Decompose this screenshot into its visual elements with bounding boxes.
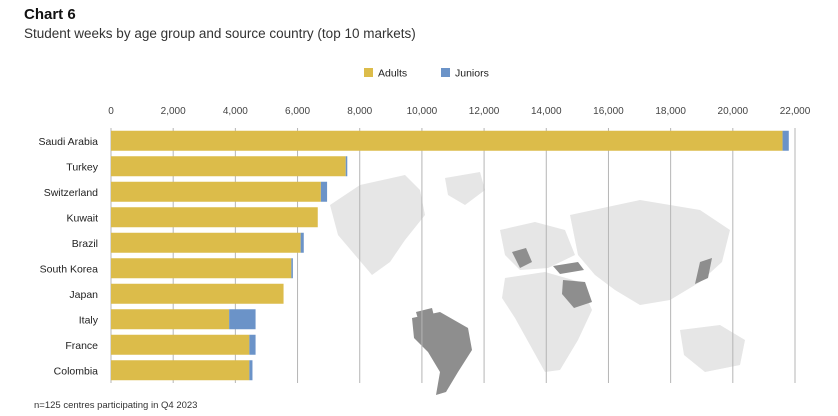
map-south-america xyxy=(412,312,472,395)
bar-adults-italy xyxy=(111,309,230,330)
x-tick-label: 0 xyxy=(108,106,114,117)
bar-adults-france xyxy=(111,334,250,355)
map-asia xyxy=(570,200,730,305)
legend-swatch-adults xyxy=(364,68,373,77)
map-highlight-colombia xyxy=(416,308,436,326)
bar-adults-saudi-arabia xyxy=(111,130,783,151)
map-australia xyxy=(680,325,745,372)
map-highlight-japan xyxy=(695,258,712,284)
category-label: Colombia xyxy=(54,365,99,377)
category-label: Turkey xyxy=(66,161,98,173)
x-tick-label: 22,000 xyxy=(780,106,811,117)
category-label: Italy xyxy=(79,314,99,326)
x-tick-label: 2,000 xyxy=(161,106,186,117)
bar-adults-turkey xyxy=(111,156,346,177)
map-greenland xyxy=(445,172,485,205)
bar-adults-brazil xyxy=(111,232,301,253)
bars xyxy=(111,130,789,381)
legend-label-adults: Adults xyxy=(378,68,407,80)
legend: Adults Juniors xyxy=(364,68,489,80)
chart-subtitle: Student weeks by age group and source co… xyxy=(24,26,416,41)
x-tick-label: 8,000 xyxy=(347,106,372,117)
bar-juniors-brazil xyxy=(300,232,304,253)
x-tick-label: 12,000 xyxy=(469,106,500,117)
map-europe xyxy=(500,222,575,270)
footnote: n=125 centres participating in Q4 2023 xyxy=(34,400,198,411)
bar-juniors-saudi-arabia xyxy=(782,130,789,151)
map-highlight-europe xyxy=(512,248,532,268)
world-map-background xyxy=(330,172,745,395)
category-label: Switzerland xyxy=(44,187,98,199)
bar-adults-switzerland xyxy=(111,181,321,202)
x-tick-label: 4,000 xyxy=(223,106,248,117)
x-axis-ticks: 0 2,000 4,000 6,000 8,000 10,000 12,000 14,000 1… xyxy=(108,106,811,117)
bar-juniors-france xyxy=(249,334,256,355)
bar-adults-kuwait xyxy=(111,207,318,228)
legend-swatch-juniors xyxy=(441,68,450,77)
category-label: South Korea xyxy=(40,263,99,275)
bar-juniors-colombia xyxy=(249,360,253,381)
category-label: Kuwait xyxy=(66,212,98,224)
map-highlight-saudi-arabia xyxy=(562,280,592,308)
map-highlight-turkey xyxy=(553,262,584,274)
bar-adults-japan xyxy=(111,283,284,304)
x-tick-label: 10,000 xyxy=(407,106,438,117)
bar-adults-south-korea xyxy=(111,258,292,279)
bar-adults-colombia xyxy=(111,360,250,381)
x-tick-label: 14,000 xyxy=(531,106,562,117)
map-north-america xyxy=(330,175,425,275)
bar-juniors-switzerland xyxy=(320,181,328,202)
category-label: Brazil xyxy=(72,238,98,250)
category-label: France xyxy=(65,340,98,352)
category-labels: Saudi Arabia Turkey Switzerland Kuwait Brazi… xyxy=(38,136,98,378)
legend-label-juniors: Juniors xyxy=(455,68,489,80)
x-tick-label: 6,000 xyxy=(285,106,310,117)
category-label: Japan xyxy=(69,289,98,301)
chart-title: Chart 6 xyxy=(24,6,76,23)
bar-juniors-south-korea xyxy=(291,258,293,279)
x-tick-label: 18,000 xyxy=(655,106,686,117)
x-tick-label: 20,000 xyxy=(718,106,749,117)
bar-juniors-italy xyxy=(229,309,256,330)
category-label: Saudi Arabia xyxy=(38,136,98,148)
bar-juniors-turkey xyxy=(345,156,348,177)
x-tick-label: 16,000 xyxy=(593,106,624,117)
